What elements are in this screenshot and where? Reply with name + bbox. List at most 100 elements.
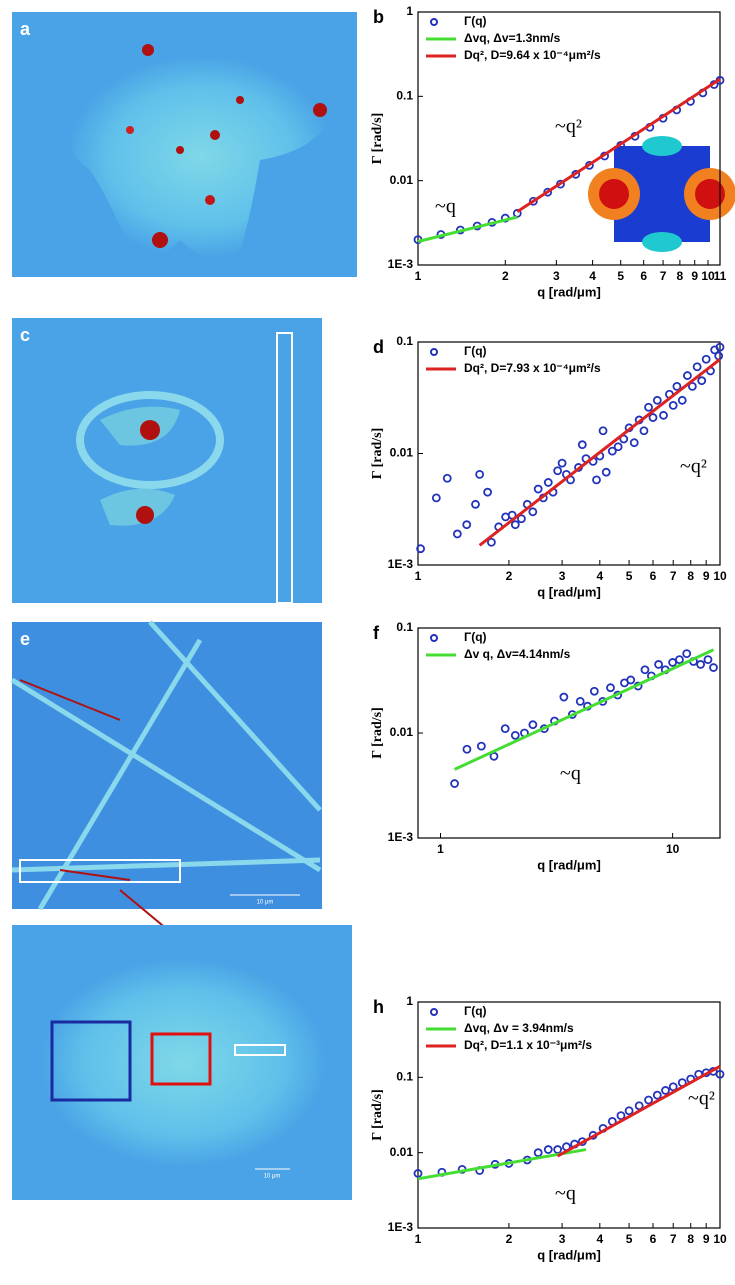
y-tick-label: 0.1 [396,334,413,348]
y-tick-label: 0.1 [396,89,413,103]
annotation: ~q² [680,456,707,478]
data-point [672,381,682,391]
y-tick-label: 1E-3 [388,557,414,571]
x-tick-label: 8 [687,569,694,583]
x-tick-label: 7 [660,269,667,283]
panel-letter: a [20,19,31,39]
x-tick-label: 2 [506,569,513,583]
y-tick-label: 0.1 [396,1070,413,1084]
legend-swatch [430,348,438,356]
data-point [450,779,459,788]
data-point [557,458,567,468]
panel-letter: d [373,337,384,357]
x-tick-label: 10 [713,1232,727,1246]
data-point [543,187,553,197]
plot-frame [417,1001,721,1229]
data-point [553,1145,563,1154]
fit-line [516,77,721,213]
fit-line [417,215,518,243]
data-point [517,514,526,524]
x-tick-label: 9 [703,569,710,583]
x-tick-label: 10 [666,842,680,856]
panel-letter: e [20,629,30,649]
x-tick-label: 3 [559,569,566,583]
x-axis-label: q [rad/μm] [537,1247,601,1262]
y-tick-label: 1E-3 [388,1220,414,1234]
data-point [644,402,653,412]
legend-label: Δvq, Δv=1.3nm/s [464,31,561,45]
x-axis-label: q [rad/μm] [537,284,601,299]
data-point [652,1090,662,1100]
data-point [640,665,650,675]
data-point [616,1111,626,1121]
x-tick-label: 1 [415,1232,422,1246]
annotation: ~q [435,196,456,218]
x-tick-label: 10 [701,269,715,283]
x-tick-label: 8 [687,1232,694,1246]
data-point [668,1082,678,1092]
image-e [10,620,322,941]
data-point [416,544,425,554]
x-tick-label: 3 [553,269,560,283]
y-tick-label: 1 [406,994,413,1008]
annotation: ~q² [688,1088,715,1110]
data-point [613,442,623,452]
legend-label: Dq², D=1.1 x 10⁻³μm²/s [464,1038,592,1052]
data-point [442,473,452,483]
legend-label: Dq², D=7.93 x 10⁻⁴μm²/s [464,361,601,375]
y-axis-label: Γ [rad/s] [370,113,385,165]
x-tick-label: 4 [596,569,603,583]
x-tick-label: 8 [677,269,684,283]
x-tick-label: 9 [703,1232,710,1246]
data-point [500,724,510,734]
y-tick-label: 1E-3 [388,830,414,844]
x-tick-label: 6 [640,269,647,283]
data-point [452,529,462,539]
data-point [543,1145,553,1154]
data-point [648,413,658,422]
data-point [486,537,496,547]
x-tick-label: 6 [650,569,657,583]
data-point [577,440,587,450]
y-tick-label: 1 [406,4,413,18]
data-point [715,342,725,352]
y-axis-label: Γ [rad/s] [370,428,385,480]
x-tick-label: 1 [415,569,422,583]
legend-label: Γ(q) [464,14,487,28]
data-point [533,1148,543,1158]
data-point [475,469,485,479]
scale-bar-label: 10 μm [257,900,274,906]
x-tick-label: 2 [506,1232,513,1246]
y-tick-label: 0.1 [396,620,413,634]
legend-swatch [430,18,438,26]
data-point [575,696,585,706]
data-point [607,446,617,456]
panel-letter: f [373,623,380,643]
fit-line [478,358,721,547]
data-point [510,520,520,530]
plot-frame [417,341,721,566]
data-point [624,1106,634,1116]
data-point [413,1169,423,1178]
legend-swatch [430,634,438,642]
data-point [462,520,472,530]
legend-label: Dq², D=9.64 x 10⁻⁴μm²/s [464,48,601,62]
data-point [431,493,441,503]
legend-label: Δvq, Δv = 3.94nm/s [464,1021,574,1035]
data-point [683,371,692,380]
data-point [675,655,684,665]
data-point [559,692,569,702]
scale-bar-label: 10 μm [264,1174,281,1180]
data-point [677,395,687,405]
data-point [606,683,615,693]
data-point [510,730,520,740]
data-point [483,487,492,497]
data-point [661,1086,670,1095]
x-tick-label: 4 [589,269,596,283]
y-tick-label: 0.01 [390,1145,414,1159]
annotation: ~q [555,1183,576,1205]
legend-label: Γ(q) [464,344,487,358]
panel-letter: b [373,7,384,27]
x-tick-label: 1 [415,269,422,283]
panel-letter: h [373,997,384,1017]
